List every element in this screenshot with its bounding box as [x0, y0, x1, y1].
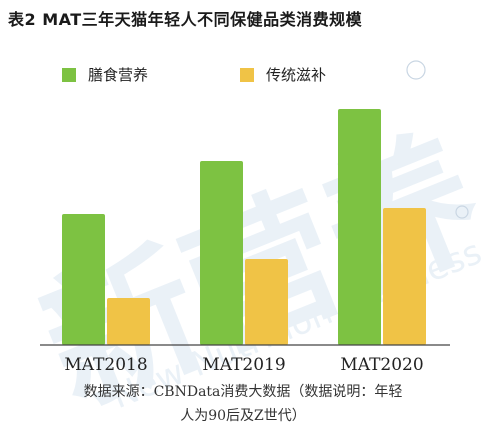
legend-swatch-dietary — [62, 67, 76, 82]
source-line-2: 人为90后及Z世代） — [180, 408, 306, 424]
x-tick-label-mat2019: MAT2019 — [202, 355, 285, 375]
bar-mat2020-series-1 — [338, 109, 381, 345]
bar-mat2020-series-2 — [383, 208, 426, 345]
bar-mat2019-series-1 — [200, 161, 243, 345]
legend-item-dietary: 膳食营养 — [62, 64, 148, 85]
legend-swatch-traditional — [240, 67, 254, 82]
x-tick-label-mat2018: MAT2018 — [64, 355, 147, 375]
source-note: 数据来源：CBNData消费大数据（数据说明：年轻 人为90后及Z世代） — [8, 380, 478, 428]
legend-label-traditional: 传统滋补 — [266, 66, 327, 84]
source-line-1: 数据来源：CBNData消费大数据（数据说明：年轻 — [83, 384, 403, 400]
bar-mat2019-series-2 — [245, 259, 288, 345]
bar-mat2018-series-1 — [62, 214, 105, 345]
legend-item-traditional: 传统滋补 — [240, 64, 326, 85]
x-tick-label-mat2020: MAT2020 — [340, 355, 423, 375]
legend-label-dietary: 膳食营养 — [88, 66, 149, 84]
bar-mat2018-series-2 — [107, 298, 150, 345]
chart-title: 表2 MAT三年天猫年轻人不同保健品类消费规模 — [8, 10, 363, 29]
